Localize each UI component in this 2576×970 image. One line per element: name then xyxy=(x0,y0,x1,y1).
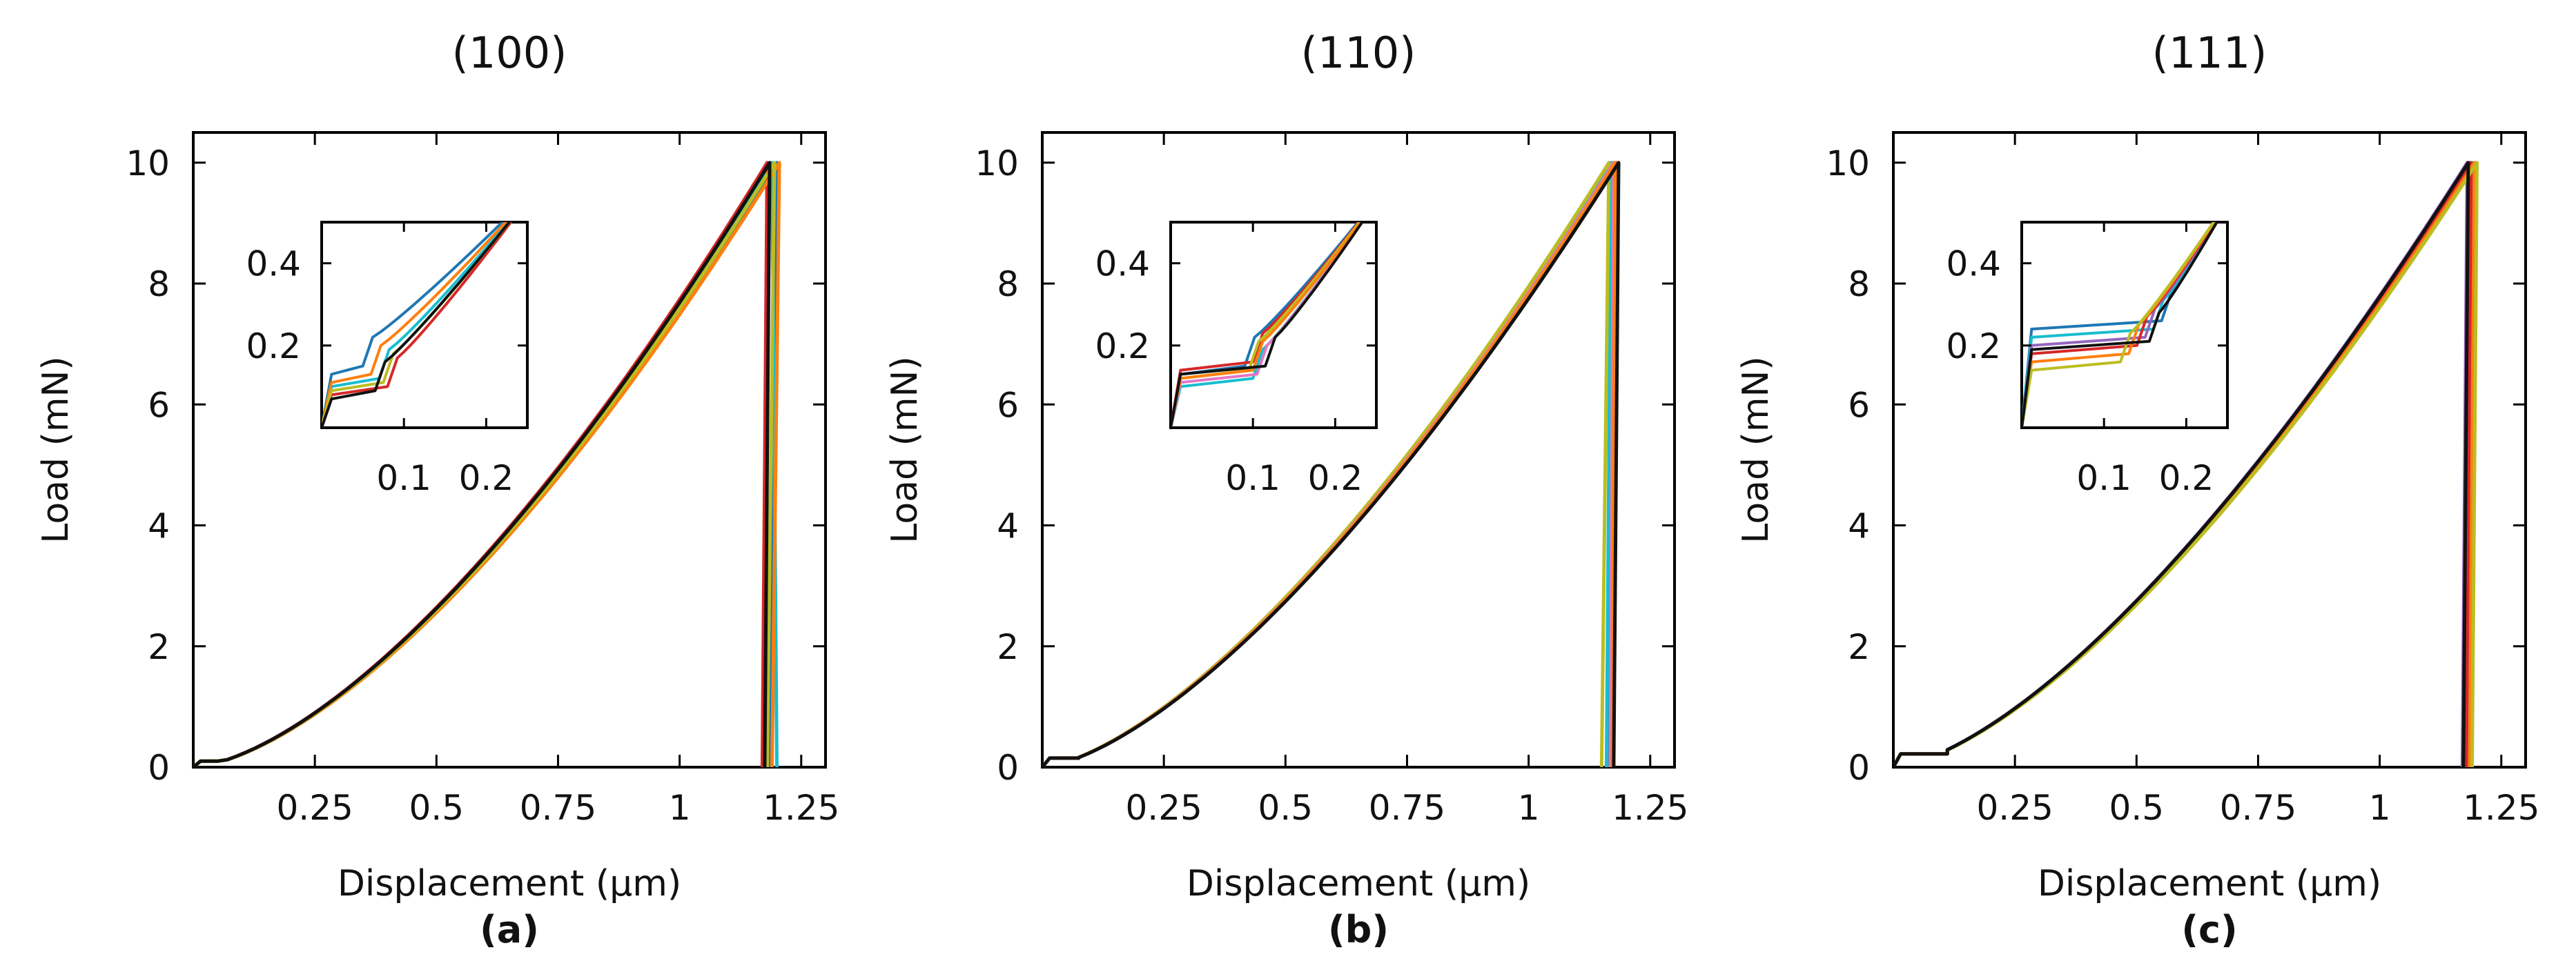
inset-series-group xyxy=(322,222,513,428)
series-line-6 xyxy=(1042,161,1621,767)
x-tick-label: 0.75 xyxy=(2220,788,2296,828)
inset-series-line-6 xyxy=(1171,222,1364,428)
chart-panel-1: (110) 0.25 0.5 0.75 1 1.25 0 2 4 6 8 10 Displacement… xyxy=(884,28,1688,951)
inset-y-tick-label: 0.2 xyxy=(1095,326,1150,366)
y-axis-label: Load (mN) xyxy=(884,356,926,543)
inset-x-tick-label: 0.1 xyxy=(376,458,431,498)
y-tick-label: 10 xyxy=(975,143,1019,184)
inset-x-tick-label: 0.2 xyxy=(1308,458,1363,498)
series-group xyxy=(1042,161,1621,767)
x-tick-label: 0.5 xyxy=(1258,788,1314,828)
y-tick-label: 6 xyxy=(1848,385,1870,425)
series-group xyxy=(193,161,781,767)
x-axis-label: Displacement (µm) xyxy=(1187,863,1530,904)
inset-series-line-0 xyxy=(322,222,505,428)
y-tick-label: 8 xyxy=(1848,264,1870,304)
inset-y-tick-label: 0.4 xyxy=(1095,244,1150,284)
chart-title: (110) xyxy=(1301,28,1416,78)
y-tick-label: 10 xyxy=(126,143,170,184)
inset-plot: 0.1 0.2 0.2 0.4 xyxy=(246,221,529,498)
y-tick-label: 4 xyxy=(1848,506,1870,546)
x-tick-label: 1 xyxy=(2369,788,2391,828)
y-tick-label: 4 xyxy=(997,506,1019,546)
y-tick-label: 0 xyxy=(148,748,170,788)
series-line-5 xyxy=(193,161,772,767)
x-tick-label: 0.25 xyxy=(1125,788,1202,828)
y-tick-label: 6 xyxy=(148,385,170,425)
chart-title: (100) xyxy=(452,28,567,78)
y-tick-label: 2 xyxy=(997,627,1019,667)
panel-label: (a) xyxy=(480,908,539,951)
inset-x-tick-label: 0.2 xyxy=(459,458,514,498)
panel-label: (b) xyxy=(1328,908,1389,951)
x-tick-label: 0.25 xyxy=(276,788,353,828)
x-tick-label: 1.25 xyxy=(2463,788,2539,828)
inset-x-tick-label: 0.1 xyxy=(2076,458,2131,498)
x-tick-label: 1.25 xyxy=(1612,788,1688,828)
inset-x-tick-label: 0.1 xyxy=(1225,458,1280,498)
x-tick-label: 0.5 xyxy=(409,788,465,828)
inset-y-tick-label: 0.2 xyxy=(1946,326,2001,366)
inset-plot: 0.1 0.2 0.2 0.4 xyxy=(1095,221,1378,498)
x-axis-label: Displacement (µm) xyxy=(2038,863,2381,904)
y-axis-label: Load (mN) xyxy=(35,356,77,543)
inset-series-line-0 xyxy=(1171,222,1360,428)
inset-y-tick-label: 0.4 xyxy=(246,244,301,284)
inset-y-tick-label: 0.4 xyxy=(1946,244,2001,284)
inset-frame xyxy=(320,221,529,429)
x-tick-label: 0.5 xyxy=(2109,788,2165,828)
x-tick-label: 0.75 xyxy=(520,788,596,828)
y-tick-label: 2 xyxy=(148,627,170,667)
y-axis-label: Load (mN) xyxy=(1735,356,1777,543)
inset-series-line-6 xyxy=(2022,222,2218,428)
inset-series-line-3 xyxy=(322,222,508,428)
chart-title: (111) xyxy=(2152,28,2267,78)
inset-x-tick-label: 0.2 xyxy=(2159,458,2214,498)
plot-frame xyxy=(1041,131,1676,769)
panel-label: (c) xyxy=(2181,908,2237,951)
y-tick-label: 6 xyxy=(997,385,1019,425)
x-tick-label: 1 xyxy=(1518,788,1540,828)
plot-frame xyxy=(1892,131,2527,769)
inset-series-group xyxy=(1171,222,1364,428)
y-tick-label: 8 xyxy=(997,264,1019,304)
series-line-6 xyxy=(1893,161,2470,767)
inset-series-line-5 xyxy=(2022,222,2216,428)
x-tick-label: 1 xyxy=(669,788,691,828)
x-tick-label: 0.75 xyxy=(1369,788,1445,828)
inset-y-tick-label: 0.2 xyxy=(246,326,301,366)
inset-plot: 0.1 0.2 0.2 0.4 xyxy=(1946,221,2229,498)
y-tick-label: 2 xyxy=(1848,627,1870,667)
x-tick-label: 0.25 xyxy=(1976,788,2053,828)
y-tick-label: 8 xyxy=(148,264,170,304)
series-group xyxy=(1893,161,2479,767)
plot-frame xyxy=(192,131,827,769)
inset-series-group xyxy=(2022,222,2218,428)
y-tick-label: 10 xyxy=(1826,143,1870,184)
y-tick-label: 0 xyxy=(1848,748,1870,788)
inset-series-line-5 xyxy=(322,222,511,428)
chart-panel-0: (100) 0.25 0.5 0.75 1 1.25 0 2 4 6 8 10 Displacement… xyxy=(35,28,839,951)
y-tick-label: 4 xyxy=(148,506,170,546)
inset-series-line-3 xyxy=(1171,222,1362,428)
x-axis-label: Displacement (µm) xyxy=(338,863,681,904)
x-tick-label: 1.25 xyxy=(763,788,839,828)
inset-series-line-5 xyxy=(1171,222,1363,428)
chart-panel-2: (111) 0.25 0.5 0.75 1 1.25 0 2 4 6 8 10 Displacement… xyxy=(1735,28,2539,951)
y-tick-label: 0 xyxy=(997,748,1019,788)
